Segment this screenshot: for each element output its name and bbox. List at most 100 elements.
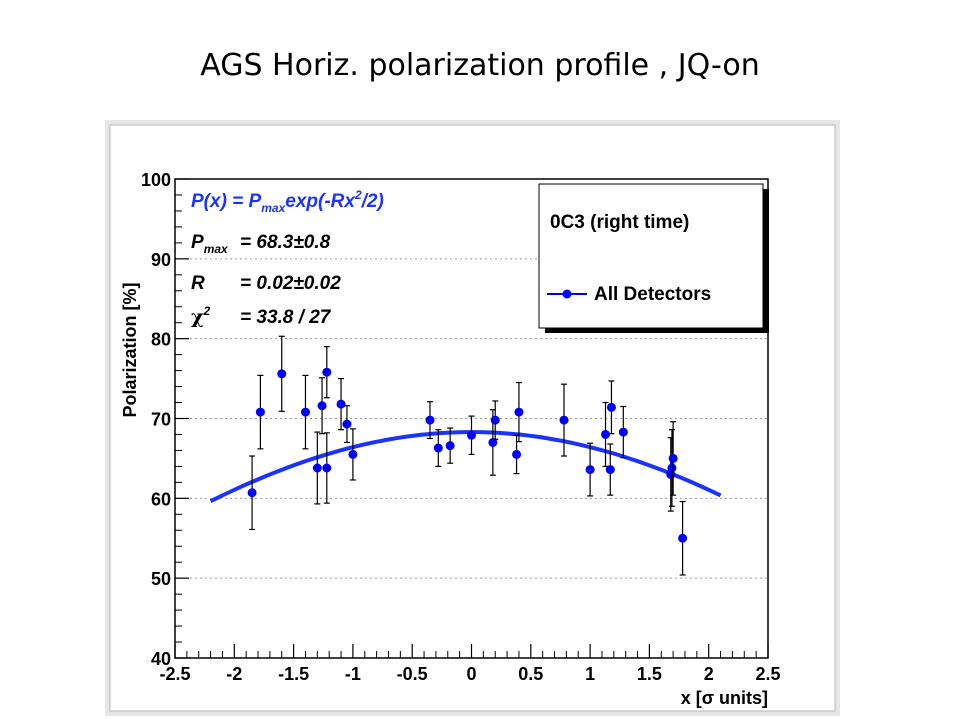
x-tick-label: -0.5 (397, 664, 428, 684)
data-point (317, 377, 327, 435)
chi-symbol: χ2 (191, 304, 211, 328)
point-marker (488, 437, 498, 447)
x-tick-label: 0 (466, 664, 476, 684)
point-marker (300, 407, 310, 417)
x-tick-label: 0.5 (518, 664, 543, 684)
point-marker (514, 407, 524, 417)
chart-container: 40 50 60 70 80 90 100 -2.5 -2 -1.5 -1 -0.5 0 0.5 1 1.5 2… (105, 120, 840, 716)
fit-formula-end: /2) (361, 191, 384, 212)
data-point (348, 428, 358, 481)
data-point (277, 335, 287, 412)
point-marker (559, 415, 569, 425)
data-point (322, 432, 332, 504)
point-marker (490, 415, 500, 425)
legend-entry: All Detectors (594, 284, 711, 305)
data-point (559, 383, 569, 457)
point-marker (348, 449, 358, 459)
y-tick-label: 80 (151, 330, 171, 350)
y-tick-label: 40 (151, 649, 171, 669)
point-marker (668, 453, 678, 463)
x-axis-label: x [σ units] (681, 688, 768, 708)
pmax-value: = 68.3±0.8 (240, 232, 331, 253)
fit-parameters: Pmax = 68.3±0.8 R = 0.02±0.02 χ2 = 33.8 … (191, 232, 341, 328)
data-point (678, 500, 688, 576)
slide-title: AGS Horiz. polarization profile , JQ-on (200, 48, 760, 83)
chi-value: = 33.8 / 27 (240, 307, 332, 328)
data-point (336, 377, 346, 431)
chi-letter: χ (191, 306, 204, 328)
point-marker (277, 369, 287, 379)
point-marker (336, 399, 346, 409)
point-marker (467, 430, 476, 440)
point-marker (322, 367, 332, 377)
data-point (585, 442, 595, 497)
data-point (445, 427, 455, 464)
fit-formula-sub: max (261, 201, 286, 215)
data-point (667, 429, 677, 507)
data-point (605, 443, 615, 496)
point-marker (312, 463, 322, 473)
y-tick-label: 100 (141, 170, 171, 190)
point-marker (445, 441, 455, 451)
point-marker (678, 533, 688, 543)
data-point (342, 405, 352, 444)
fit-formula: P(x) = Pmaxexp(-Rx2/2) (191, 188, 384, 215)
point-marker (601, 429, 611, 439)
pmax-letter: P (191, 232, 204, 253)
point-marker (667, 463, 677, 473)
y-tick-label: 90 (151, 250, 171, 270)
chart-svg: 40 50 60 70 80 90 100 -2.5 -2 -1.5 -1 -0.5 0 0.5 1 1.5 2… (105, 120, 840, 716)
point-marker (618, 427, 628, 437)
r-value: = 0.02±0.02 (240, 273, 341, 294)
x-tick-label: 1.5 (637, 664, 662, 684)
data-point (618, 405, 628, 459)
fit-formula-sup: 2 (354, 188, 362, 202)
legend: 0C3 (right time) All Detectors (538, 183, 769, 333)
fit-formula-head: P(x) = P (191, 191, 262, 212)
data-point (490, 400, 500, 440)
x-tick-label: -1 (345, 664, 361, 684)
pmax-sub: max (204, 242, 229, 256)
point-marker (605, 465, 615, 475)
data-point (668, 421, 678, 496)
y-tick-label: 50 (151, 569, 171, 589)
y-axis-label: Polarization [%] (120, 282, 140, 417)
x-tick-label: -2 (226, 664, 242, 684)
axes-group: 40 50 60 70 80 90 100 -2.5 -2 -1.5 -1 -0.5 0 0.5 1 1.5 2… (141, 170, 781, 684)
x-tick-label: 2 (704, 664, 714, 684)
fit-formula-tail: exp(-Rx (285, 191, 356, 212)
data-point (300, 374, 310, 450)
r-symbol: R (191, 273, 205, 294)
data-point (514, 381, 524, 443)
data-point (247, 455, 257, 531)
fit-annotation: P(x) = Pmaxexp(-Rx2/2) (191, 188, 384, 215)
fit-curve (209, 430, 722, 503)
point-marker (512, 449, 522, 459)
point-marker (425, 415, 435, 425)
x-tick-label: 2.5 (755, 664, 780, 684)
data-point (606, 380, 616, 435)
data-point (433, 429, 443, 467)
point-marker (255, 407, 265, 417)
x-tick-label: 1 (585, 664, 595, 684)
y-tick-label: 70 (151, 410, 171, 430)
data-points-group (247, 335, 688, 576)
data-point (322, 346, 332, 399)
point-marker (585, 465, 595, 475)
legend-header: 0C3 (right time) (550, 212, 689, 233)
data-point (312, 431, 322, 505)
data-point (255, 374, 265, 450)
x-tick-label: -2.5 (159, 664, 190, 684)
data-point (467, 415, 476, 456)
fit-curve-group (209, 430, 722, 503)
pmax-symbol: Pmax (191, 232, 229, 256)
data-point (512, 434, 522, 475)
point-marker (322, 463, 332, 473)
data-point (425, 401, 435, 440)
chi-sup: 2 (203, 304, 211, 318)
point-marker (342, 419, 352, 429)
point-marker (247, 488, 257, 498)
legend-marker (562, 289, 572, 299)
legend-box (538, 183, 764, 329)
point-marker (317, 401, 327, 411)
